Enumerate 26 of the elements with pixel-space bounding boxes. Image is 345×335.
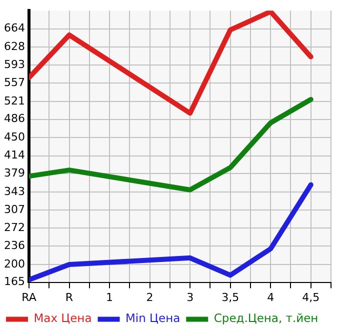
y-tick-label: 414 <box>4 148 25 162</box>
x-tick-label: R <box>65 290 74 304</box>
legend-label: Max Цена <box>34 311 92 326</box>
y-tick-label: 200 <box>4 257 25 270</box>
x-tick-label: 4,5 <box>302 290 320 304</box>
y-tick-label: 343 <box>4 184 25 198</box>
y-tick-label: 557 <box>4 76 25 90</box>
y-tick-label: 486 <box>4 112 25 126</box>
y-tick-label: 379 <box>4 166 25 180</box>
legend-label: Сред.Цена, т.йен <box>214 311 318 326</box>
y-tick-label: 450 <box>4 130 25 144</box>
x-tick-label: 4 <box>267 290 274 304</box>
y-tick-label: 664 <box>4 22 25 35</box>
y-tick-label: 307 <box>4 203 25 216</box>
y-tick-label: 165 <box>4 275 25 288</box>
x-tick-label: 3,5 <box>222 290 240 304</box>
legend-label: Min Цена <box>126 311 180 326</box>
y-tick-label: 521 <box>4 94 25 108</box>
y-tick-label: 272 <box>4 220 25 234</box>
y-tick-label: 593 <box>4 58 25 71</box>
x-tick-label: 2 <box>146 290 154 304</box>
y-tick-label: 628 <box>4 40 25 54</box>
x-tick-label: 1 <box>106 290 114 304</box>
x-tick-label: RA <box>22 290 37 304</box>
y-tick-label: 236 <box>4 239 25 252</box>
x-tick-label: 3 <box>186 290 194 304</box>
